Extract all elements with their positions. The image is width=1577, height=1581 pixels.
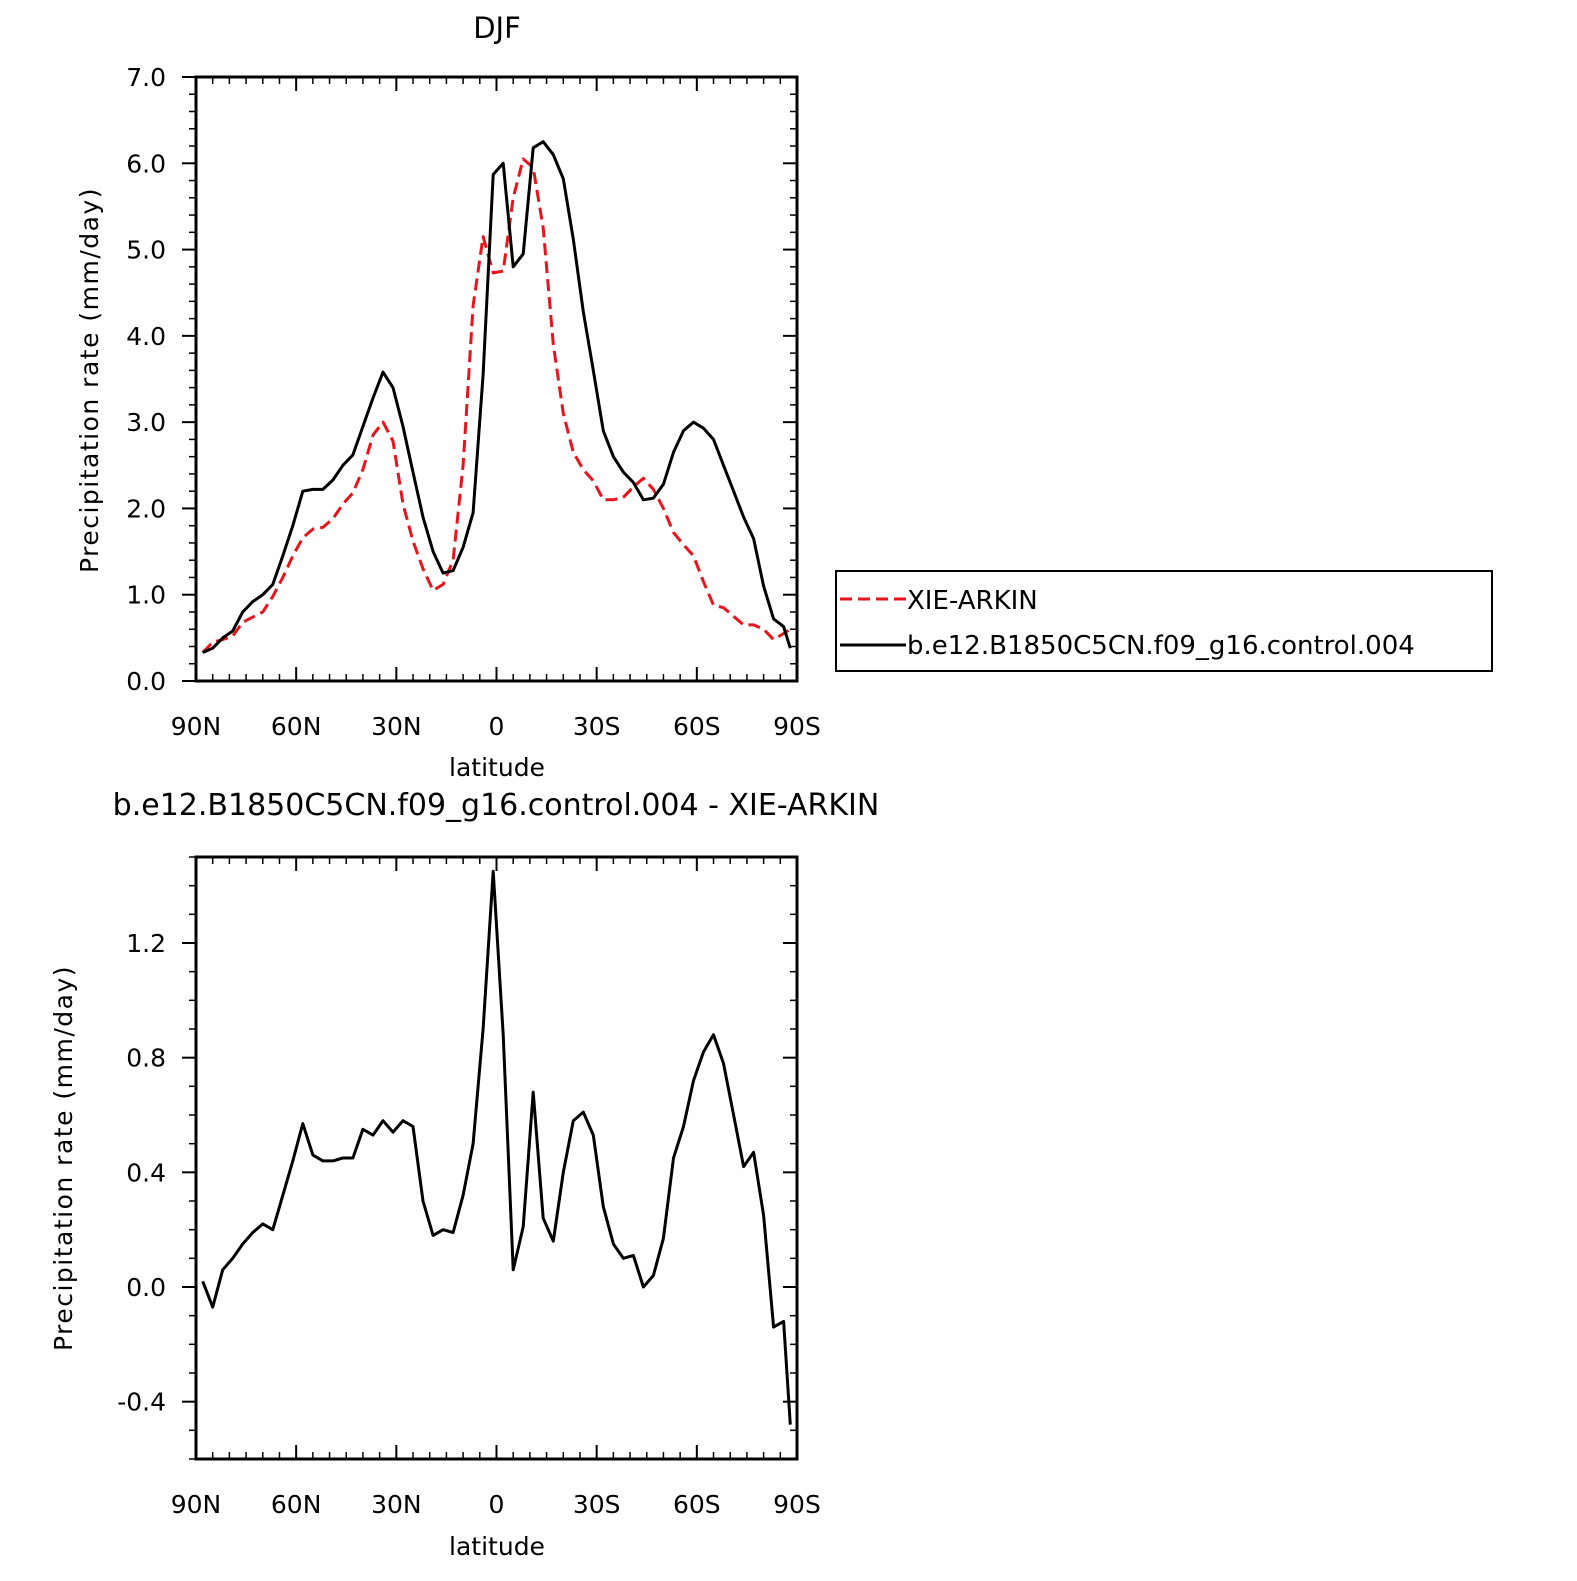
y-tick-label: -0.4	[117, 1388, 166, 1417]
bottom-x-axis-label: latitude	[449, 1532, 545, 1561]
top-x-axis-label: latitude	[449, 753, 545, 782]
y-tick-label: 5.0	[126, 236, 166, 265]
y-tick-label: 1.0	[126, 581, 166, 610]
y-tick-label: 1.2	[126, 929, 166, 958]
y-tick-label: 7.0	[126, 63, 166, 92]
x-tick-label: 60S	[673, 712, 721, 741]
legend: XIE-ARKIN b.e12.B1850C5CN.f09_g16.contro…	[835, 570, 1493, 672]
x-tick-label: 30N	[371, 1490, 422, 1519]
x-tick-label: 60N	[271, 712, 322, 741]
legend-box	[835, 570, 1493, 672]
x-tick-label: 0	[489, 1490, 505, 1519]
y-tick-label: 0.0	[126, 667, 166, 696]
x-tick-label: 90N	[171, 712, 222, 741]
series-line-xie-arkin	[201, 157, 792, 654]
x-tick-label: 60S	[673, 1490, 721, 1519]
x-tick-label: 0	[489, 712, 505, 741]
x-tick-label: 30S	[573, 712, 621, 741]
x-tick-label: 30S	[573, 1490, 621, 1519]
y-tick-label: 0.4	[126, 1158, 166, 1187]
x-tick-label: 30N	[371, 712, 422, 741]
x-tick-label: 90N	[171, 1490, 222, 1519]
bottom-y-axis-label: Precipitation rate (mm/day)	[49, 965, 78, 1351]
top-axis-ticks: 90N 60N 30N 0 30S 60S 90S 0.0 1.0 2.0 3.0 4.0 5.0 6.0…	[126, 63, 821, 741]
series-line-model	[202, 140, 792, 654]
bottom-axis-ticks: 90N 60N 30N 0 30S 60S 90S -0.4 0.0 0.4 0.8 1.2	[117, 856, 821, 1519]
bottom-chart-title: b.e12.B1850C5CN.f09_g16.control.004 - XI…	[113, 788, 880, 823]
y-tick-label: 6.0	[126, 149, 166, 178]
bottom-series-lines	[201, 869, 792, 1425]
y-tick-label: 4.0	[126, 322, 166, 351]
bottom-panel: b.e12.B1850C5CN.f09_g16.control.004 - XI…	[49, 788, 879, 1561]
bottom-plot-frame	[194, 855, 799, 1461]
legend-label-xie-arkin: XIE-ARKIN	[907, 586, 1038, 616]
series-line-difference	[201, 869, 792, 1425]
y-tick-label: 0.0	[126, 1273, 166, 1302]
top-y-axis-label: Precipitation rate (mm/day)	[75, 187, 104, 573]
top-series-lines	[201, 140, 792, 654]
top-plot-frame	[194, 75, 799, 683]
x-tick-label: 90S	[773, 1490, 821, 1519]
top-panel: DJF Precipitation rate (mm/day) latitude…	[75, 11, 821, 782]
y-tick-label: 3.0	[126, 408, 166, 437]
x-tick-label: 60N	[271, 1490, 322, 1519]
y-tick-label: 2.0	[126, 494, 166, 523]
top-chart-title: DJF	[473, 11, 521, 45]
legend-label-model: b.e12.B1850C5CN.f09_g16.control.004	[907, 631, 1415, 661]
y-tick-label: 0.8	[126, 1044, 166, 1073]
x-tick-label: 90S	[773, 712, 821, 741]
